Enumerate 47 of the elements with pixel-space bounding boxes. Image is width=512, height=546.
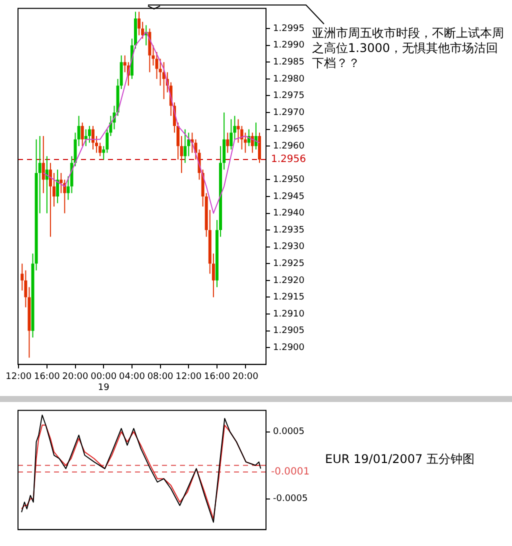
candlestick bbox=[258, 132, 262, 164]
y-tick-label: 1.2930 bbox=[273, 242, 305, 252]
x-tick-label: 12:00 bbox=[6, 372, 32, 382]
y-tick-label: 1.2990 bbox=[273, 40, 305, 51]
x-tick-label: 20:00 bbox=[62, 372, 89, 382]
x-tick-label: 16:00 bbox=[34, 372, 60, 382]
y-tick-label: 1.2910 bbox=[273, 309, 305, 320]
y-tick-label: 1.2900 bbox=[273, 342, 305, 353]
candlestick bbox=[42, 136, 45, 194]
ref-line-label: 1.2956 bbox=[271, 154, 306, 166]
y-tick-label: 1.2980 bbox=[273, 74, 305, 84]
x-tick-label: 12:00 bbox=[176, 372, 202, 382]
candlestick bbox=[184, 128, 187, 164]
y-tick-label: 1.2935 bbox=[273, 225, 304, 236]
y-tick-label: 1.2905 bbox=[273, 326, 304, 336]
candlestick bbox=[236, 118, 240, 144]
x-tick-label: 04:00 bbox=[118, 372, 146, 382]
x-tick-label: 00:00 19 bbox=[90, 372, 117, 393]
text: 亚洲市周五收市时段，不断上试本周之高位1.3000，无惧其他市场沽回下档？？ bbox=[312, 26, 505, 71]
y-tick-label: 1.2950 bbox=[273, 175, 305, 186]
candlestick bbox=[230, 118, 233, 150]
y-tick-label: 1.2995 bbox=[273, 24, 304, 34]
candlestick bbox=[88, 125, 91, 144]
y-tick-label: 1.2915 bbox=[273, 292, 304, 303]
y-tick-label: -0.0005 bbox=[273, 494, 308, 504]
x-tick-label: 20:00 bbox=[232, 372, 259, 382]
y-tick-label: 1.2945 bbox=[273, 192, 304, 202]
y-tick-label: 1.2920 bbox=[273, 276, 305, 286]
candlestick bbox=[56, 169, 60, 204]
candlestick bbox=[48, 162, 52, 238]
y-tick-label: 1.2925 bbox=[273, 258, 304, 269]
candlestick bbox=[226, 132, 230, 154]
ref-line-label: -0.0001 bbox=[271, 466, 310, 478]
y-tick-label: 1.2975 bbox=[273, 91, 304, 102]
x-tick-label: 08:00 bbox=[147, 372, 174, 382]
y-tick-label: 0.0005 bbox=[273, 427, 304, 438]
y-tick-label: 1.2970 bbox=[273, 108, 305, 118]
candlestick bbox=[84, 128, 88, 147]
y-tick-label: 1.2985 bbox=[273, 57, 304, 68]
y-tick-label: 1.2960 bbox=[273, 141, 305, 152]
y-tick-label: 1.2940 bbox=[273, 208, 305, 219]
y-tick-label: 1.2965 bbox=[273, 124, 304, 135]
candlestick bbox=[138, 11, 141, 36]
candlestick bbox=[80, 122, 84, 147]
candlestick bbox=[148, 28, 152, 73]
x-tick-label: 16:00 bbox=[204, 372, 230, 382]
text: EUR 19/01/2007 五分钟图 bbox=[325, 452, 476, 467]
